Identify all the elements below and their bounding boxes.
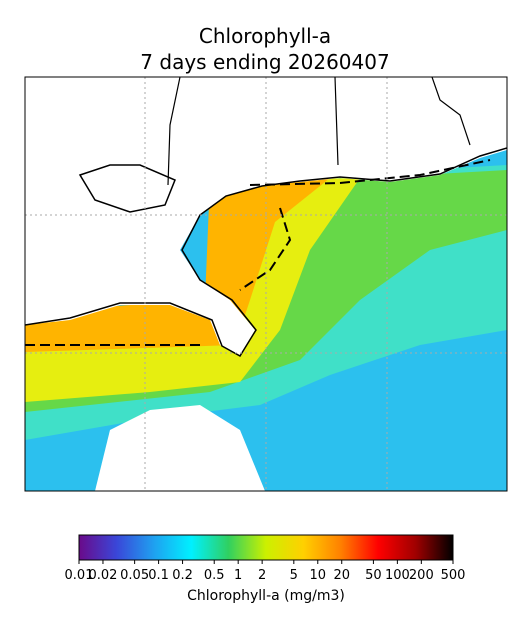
colorbar-tick-label: 20 [333,568,350,583]
colorbar-label: Chlorophyll-a (mg/m3) [187,588,345,604]
map-frame [24,76,508,492]
colorbar-tick-label: 0.05 [120,568,149,583]
island [78,164,176,213]
contour [25,159,491,346]
border [167,77,471,186]
colorbar-ramp [78,534,454,561]
map [24,76,508,492]
colorbar-tick-label: 2 [258,568,266,583]
colorbar-tick-label: 5 [290,568,298,583]
colorbar-tick-label: 1 [234,568,242,583]
coastline [25,147,507,358]
colorbar-tick-label: 0.02 [88,568,117,583]
colorbar: Chlorophyll-a (mg/m3) 0.010.02 0.05 0.1 0.2… [65,534,466,604]
colorbar-tick-label: 0.01 [65,568,94,583]
graticule [25,77,507,491]
colorbar-tick-label: 500 [441,568,466,583]
colorbar-tick-label: 10 [310,568,327,583]
colorbar-tick-label: 50 [365,568,382,583]
colorbar-tick-label: 0.1 [148,568,169,583]
land [25,77,507,355]
colorbar-tick-label: 100 [385,568,410,583]
title-line: Chlorophyll-a [199,24,331,48]
land [95,405,265,491]
title-line: 7 days ending 20260407 [140,50,389,74]
colorbar-tick-label: 200 [409,568,434,583]
colorbar-tick-label: 0.2 [172,568,193,583]
colorbar-tick-label: 0.5 [204,568,225,583]
